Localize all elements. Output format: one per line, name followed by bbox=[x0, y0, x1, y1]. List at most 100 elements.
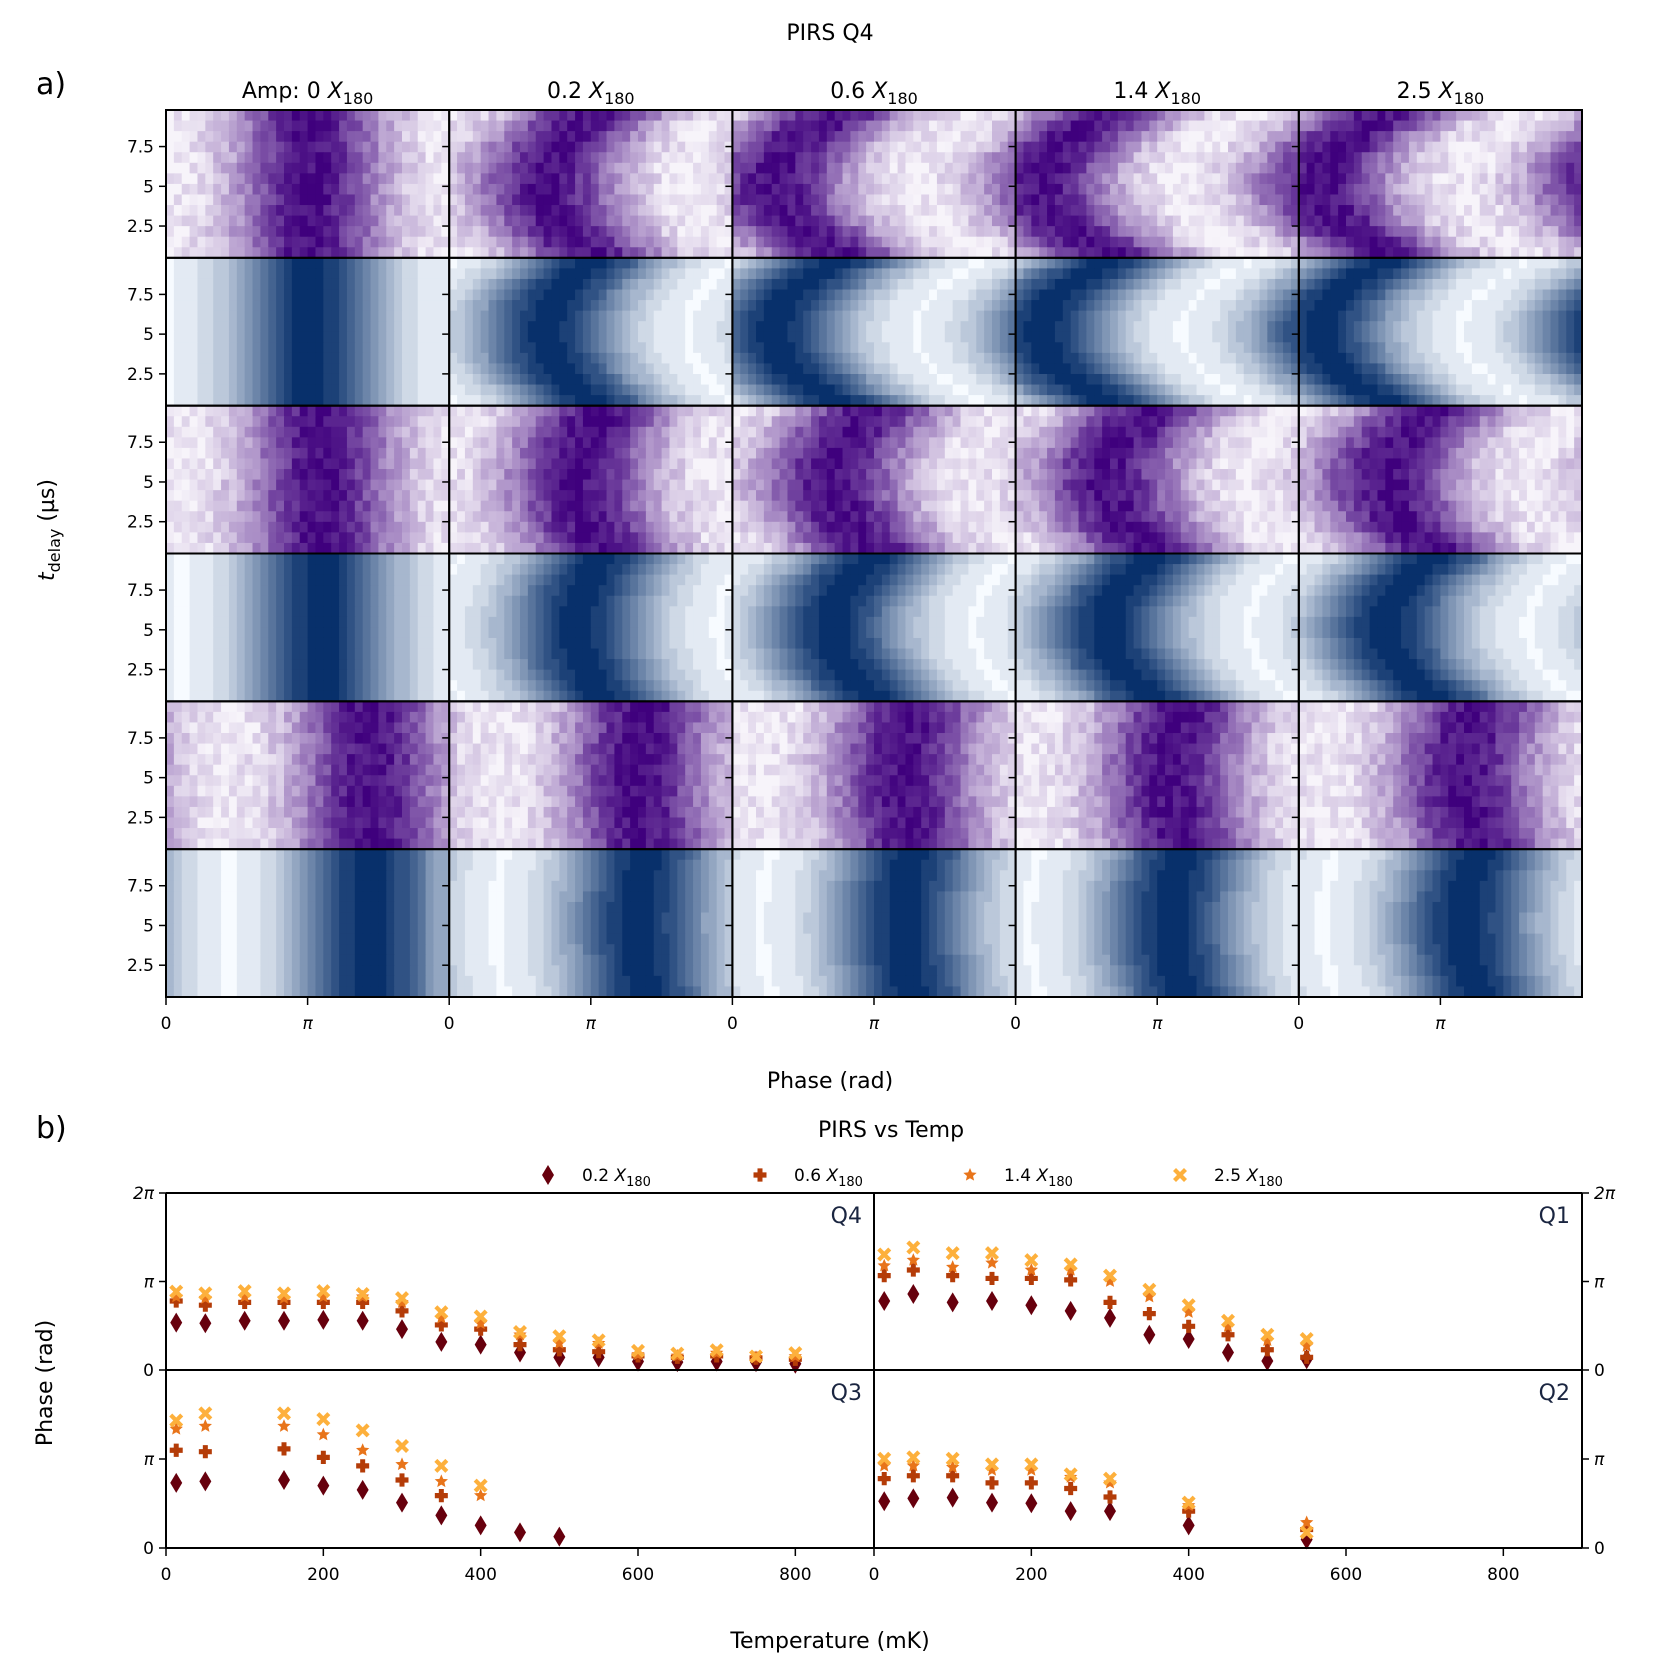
fit-heatmap-2-0 bbox=[166, 849, 450, 998]
point-Q2-s1 bbox=[1024, 1476, 1038, 1490]
data-heatmap-2-0 bbox=[166, 701, 450, 850]
heatmap-y-tick-label: 7.5 bbox=[127, 581, 154, 601]
heatmap-y-tick-label: 2.5 bbox=[127, 661, 154, 681]
heatmap-y-tick-label: 2.5 bbox=[127, 217, 154, 237]
point-Q3-s2 bbox=[434, 1474, 448, 1488]
point-Q2-s0 bbox=[878, 1491, 891, 1512]
point-Q4-s0 bbox=[278, 1310, 290, 1331]
point-Q2-s1 bbox=[877, 1471, 891, 1486]
point-Q4-s1 bbox=[592, 1345, 606, 1359]
point-Q1-s3 bbox=[1142, 1282, 1157, 1297]
point-Q1-s1 bbox=[1064, 1273, 1078, 1287]
point-Q4-s3 bbox=[434, 1305, 449, 1320]
point-Q1-s0 bbox=[1182, 1329, 1195, 1350]
point-Q1-s0 bbox=[1143, 1324, 1156, 1345]
fit-heatmap-1-2 bbox=[732, 553, 1016, 702]
fit-heatmap-0-4 bbox=[1298, 257, 1583, 406]
heatmap-x-tick-label: π bbox=[302, 1014, 313, 1034]
point-Q3-s0 bbox=[396, 1492, 408, 1513]
scatter-y-label: Phase (rad) bbox=[33, 1320, 58, 1446]
scatter-y-tick-label-right: 0 bbox=[1594, 1539, 1605, 1559]
point-Q4-s3 bbox=[237, 1284, 252, 1299]
point-Q3-s1 bbox=[395, 1473, 409, 1487]
fit-heatmap-2-3 bbox=[1015, 849, 1299, 998]
heatmap-x-tick-label: π bbox=[586, 1014, 597, 1034]
point-Q3-s0 bbox=[356, 1479, 369, 1500]
point-Q1-s2 bbox=[1142, 1289, 1156, 1303]
point-Q1-s1 bbox=[877, 1269, 891, 1283]
data-heatmap-1-2 bbox=[732, 405, 1016, 554]
point-Q3-s3 bbox=[316, 1412, 331, 1427]
point-Q3-s3 bbox=[169, 1413, 184, 1428]
point-Q4-s3 bbox=[670, 1346, 685, 1361]
point-Q1-s0 bbox=[946, 1292, 959, 1313]
fit-heatmap-0-0 bbox=[166, 257, 450, 406]
point-Q4-s1 bbox=[474, 1322, 488, 1336]
point-Q2-s1 bbox=[946, 1469, 960, 1483]
point-Q3-s0 bbox=[553, 1526, 566, 1547]
point-Q4-s3 bbox=[709, 1343, 724, 1358]
data-heatmap-2-4 bbox=[1298, 701, 1583, 850]
heatmap-y-tick-label: 5 bbox=[143, 621, 154, 641]
heatmap-x-tick-label: 0 bbox=[161, 1014, 172, 1034]
point-Q4-s2 bbox=[552, 1336, 566, 1349]
point-Q4-s2 bbox=[474, 1316, 488, 1330]
data-heatmap-2-2 bbox=[732, 701, 1016, 850]
fit-heatmap-0-1 bbox=[449, 257, 733, 406]
fit-heatmap-2-1 bbox=[449, 849, 733, 998]
heatmap-y-tick-label: 7.5 bbox=[127, 285, 154, 305]
heatmap-x-tick-label: π bbox=[869, 1014, 880, 1034]
point-Q1-s0 bbox=[1064, 1300, 1077, 1321]
point-Q3-s0 bbox=[474, 1515, 487, 1536]
scatter-x-tick-label: 800 bbox=[779, 1565, 811, 1585]
scatter-x-tick-label: 400 bbox=[1172, 1565, 1204, 1585]
point-Q4-s1 bbox=[277, 1295, 291, 1309]
point-Q4-s1 bbox=[434, 1318, 448, 1332]
point-Q4-s2 bbox=[395, 1295, 409, 1309]
point-Q2-s2 bbox=[946, 1460, 960, 1473]
point-Q3-s2 bbox=[316, 1427, 330, 1441]
column-title-2: 0.6 X180 bbox=[830, 79, 918, 108]
point-Q4-s0 bbox=[396, 1319, 408, 1340]
scatter-y-tick-label-right: 0 bbox=[1594, 1361, 1605, 1381]
point-Q2-s2 bbox=[985, 1463, 999, 1476]
fit-heatmap-1-3 bbox=[1015, 553, 1299, 702]
point-Q2-s3 bbox=[906, 1450, 921, 1465]
point-Q4-s1 bbox=[356, 1295, 370, 1309]
point-Q2-s2 bbox=[877, 1458, 891, 1472]
scatter-y-tick-label: 2π bbox=[133, 1184, 155, 1204]
point-Q4-s0 bbox=[199, 1313, 212, 1334]
point-Q1-s2 bbox=[906, 1253, 920, 1266]
scatter-x-tick-label: 400 bbox=[464, 1565, 496, 1585]
point-Q3-s1 bbox=[316, 1450, 330, 1464]
point-Q1-s2 bbox=[1182, 1305, 1196, 1318]
scatter-x-tick-label: 200 bbox=[1015, 1565, 1047, 1585]
panel-b: b) PIRS vs Temp 0.2 X180 0.6 X180 1.4 X180… bbox=[33, 1111, 1616, 1654]
scatter-x-tick-label: 0 bbox=[869, 1565, 880, 1585]
point-Q4-s3 bbox=[355, 1286, 370, 1301]
scatter-x-tick-label: 600 bbox=[622, 1565, 654, 1585]
point-Q2-s1 bbox=[1182, 1504, 1196, 1518]
point-Q1-s1 bbox=[1260, 1343, 1274, 1357]
point-Q4-s2 bbox=[198, 1291, 212, 1304]
heatmap-y-tick-label: 2.5 bbox=[127, 365, 154, 385]
point-Q1-s1 bbox=[906, 1263, 920, 1277]
point-Q1-s0 bbox=[1222, 1342, 1234, 1363]
point-Q2-s3 bbox=[1103, 1471, 1117, 1486]
point-Q4-s1 bbox=[169, 1294, 183, 1308]
fit-heatmap-2-2 bbox=[732, 849, 1016, 998]
column-title-3: 1.4 X180 bbox=[1113, 79, 1201, 108]
data-heatmap-0-2 bbox=[732, 110, 1016, 258]
scatter-y-tick-label-right: π bbox=[1594, 1450, 1605, 1470]
scatter-axes: 0 0π π2π 2π0 0π π0 200 400 600 800 0 200 400 600 800 bbox=[133, 1184, 1616, 1585]
data-heatmap-0-1 bbox=[449, 110, 733, 258]
point-Q4-s3 bbox=[316, 1284, 331, 1299]
point-Q3-s3 bbox=[434, 1458, 449, 1473]
heatmap-x-tick-label: π bbox=[1152, 1014, 1163, 1034]
legend-label-0: 0.2 X180 bbox=[582, 1166, 651, 1190]
point-Q1-s0 bbox=[1261, 1350, 1274, 1371]
scatter-x-tick-label: 0 bbox=[161, 1565, 172, 1585]
heatmap-x-label: Phase (rad) bbox=[767, 1069, 893, 1094]
point-Q1-s1 bbox=[1300, 1350, 1314, 1364]
